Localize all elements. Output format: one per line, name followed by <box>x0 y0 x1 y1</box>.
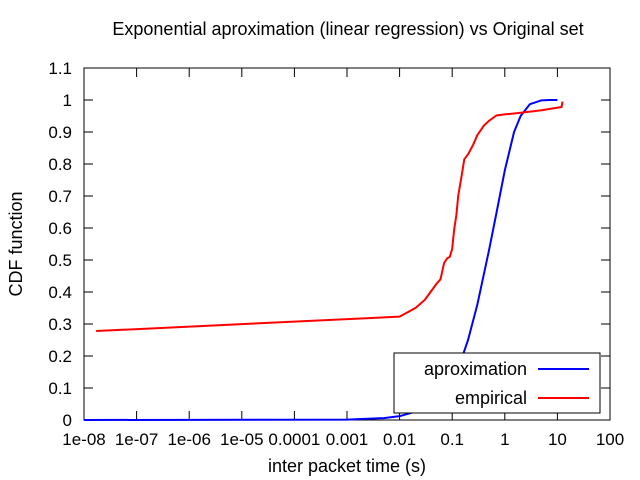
x-tick-label: 10 <box>548 430 567 449</box>
x-tick-label: 1e-06 <box>167 430 210 449</box>
x-tick-label: 1e-07 <box>115 430 158 449</box>
x-tick-label: 1e-05 <box>220 430 263 449</box>
y-tick-label: 0.4 <box>48 283 72 302</box>
x-tick-label: 0.001 <box>326 430 369 449</box>
y-tick-label: 1 <box>63 91 72 110</box>
y-tick-label: 0 <box>63 411 72 430</box>
chart-title: Exponential aproximation (linear regress… <box>112 19 583 39</box>
x-axis-label: inter packet time (s) <box>268 456 426 476</box>
y-tick-label: 0.3 <box>48 315 72 334</box>
x-tick-label: 1 <box>500 430 509 449</box>
y-tick-label: 0.9 <box>48 123 72 142</box>
legend: aproximation empirical <box>394 353 600 413</box>
y-tick-label: 0.5 <box>48 251 72 270</box>
legend-label-aproximation: aproximation <box>424 359 527 379</box>
y-tick-label: 1.1 <box>48 59 72 78</box>
series-line-empirical <box>96 102 562 331</box>
y-tick-label: 0.7 <box>48 187 72 206</box>
y-tick-label: 0.2 <box>48 347 72 366</box>
x-tick-label: 0.1 <box>440 430 464 449</box>
y-tick-label: 0.1 <box>48 379 72 398</box>
x-tick-label: 0.01 <box>383 430 416 449</box>
y-axis-label: CDF function <box>6 191 26 296</box>
x-tick-label: 1e-08 <box>62 430 105 449</box>
y-tick-label: 0.6 <box>48 219 72 238</box>
y-tick-label: 0.8 <box>48 155 72 174</box>
x-tick-label: 100 <box>596 430 624 449</box>
legend-label-empirical: empirical <box>455 388 527 408</box>
x-tick-label: 0.0001 <box>268 430 320 449</box>
